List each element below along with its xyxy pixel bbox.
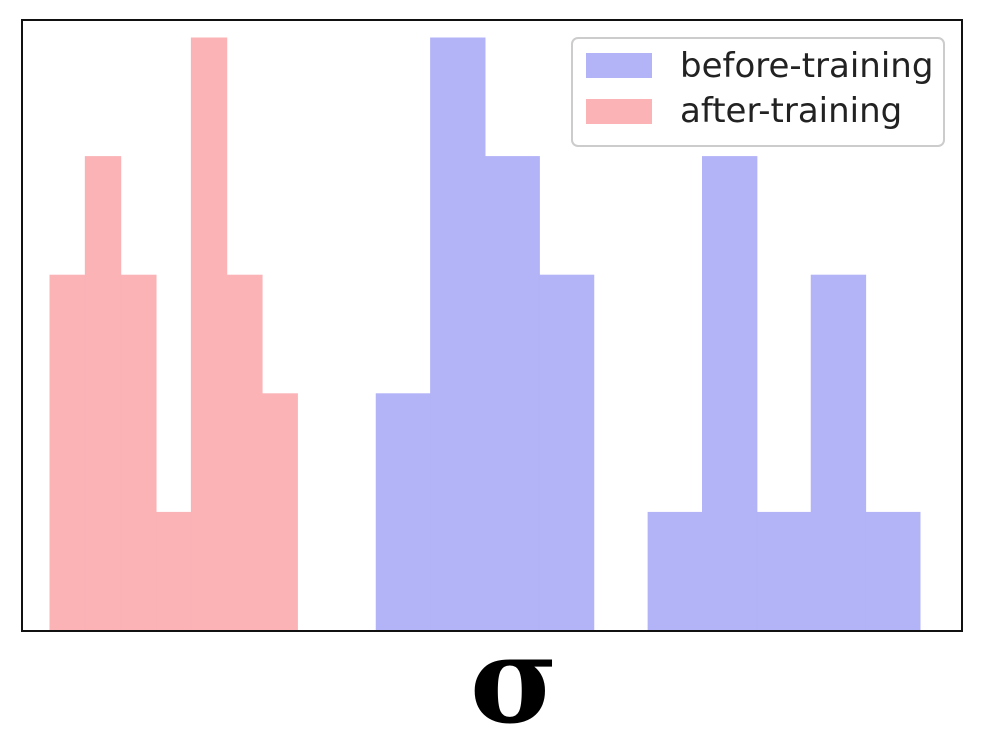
after-training-bar-1 — [84, 156, 122, 632]
before-training-bar-6 — [756, 511, 812, 632]
x-axis-label: σ — [470, 610, 558, 751]
after-training-bar-4 — [190, 37, 228, 632]
legend: before-training after-training — [571, 37, 945, 147]
before-training-bar-3 — [538, 274, 595, 632]
after-training-bars — [49, 37, 298, 632]
after-training-bar-6 — [261, 393, 298, 632]
before-training-bar-1 — [430, 37, 486, 632]
before-training-bar-5 — [702, 156, 758, 632]
before-training-bars — [375, 37, 921, 632]
before-training-bar-2 — [484, 156, 540, 632]
before-training-bar-8 — [865, 511, 921, 632]
legend-swatch-before-training — [586, 53, 652, 78]
before-training-bar-7 — [810, 274, 867, 632]
after-training-bar-2 — [120, 274, 157, 632]
after-training-bar-5 — [226, 274, 263, 632]
plot-frame — [21, 19, 963, 632]
after-training-bar-3 — [155, 511, 192, 632]
before-training-bar-4 — [647, 511, 703, 632]
legend-box — [571, 37, 945, 147]
legend-label-after-training: after-training — [680, 91, 902, 131]
before-training-bar-0 — [375, 393, 432, 632]
legend-label-before-training: before-training — [680, 46, 933, 86]
legend-swatch-after-training — [586, 99, 652, 124]
after-training-bar-0 — [49, 274, 86, 632]
